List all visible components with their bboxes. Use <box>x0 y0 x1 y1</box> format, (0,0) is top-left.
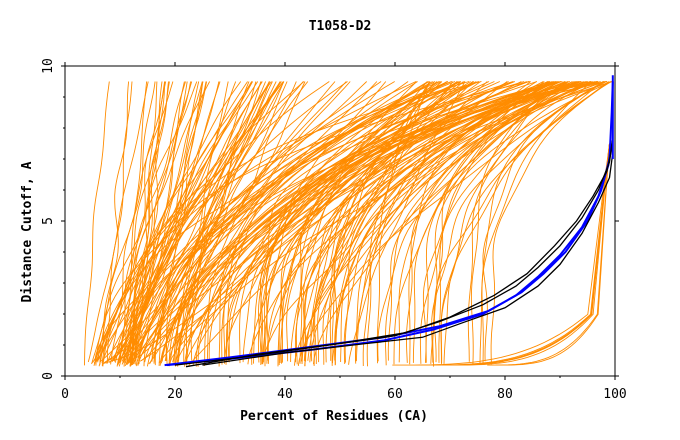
model-curve <box>174 81 257 366</box>
model-curve <box>290 81 562 363</box>
x-tick-label: 0 <box>61 387 69 402</box>
model-curve <box>131 81 170 366</box>
model-curve <box>183 81 571 363</box>
x-tick-label: 60 <box>387 387 403 402</box>
model-curve <box>93 81 248 366</box>
model-curve <box>149 81 204 364</box>
model-curve <box>281 81 458 363</box>
model-curve <box>184 81 566 367</box>
y-tick-label: 10 <box>41 58 56 74</box>
model-curve <box>121 81 192 365</box>
model-curve <box>197 81 613 367</box>
model-curve <box>355 81 537 364</box>
model-curve <box>362 81 577 367</box>
model-curve <box>419 143 610 366</box>
model-curve <box>126 81 271 365</box>
model-curve <box>412 81 569 363</box>
model-curve <box>445 143 610 366</box>
x-tick-label: 20 <box>167 387 183 402</box>
model-curves-bundle <box>84 81 613 367</box>
model-curve <box>128 81 267 363</box>
model-curve <box>329 81 443 361</box>
model-curve <box>297 81 605 366</box>
model-curve <box>263 81 582 363</box>
model-curve <box>148 81 288 365</box>
model-curve <box>165 81 525 362</box>
model-curve <box>168 81 591 365</box>
model-curve <box>96 81 271 362</box>
highlight-series <box>164 75 614 368</box>
model-curve <box>99 81 466 365</box>
model-curve <box>168 81 516 367</box>
axis-ticks: 0 20 40 60 80 100 0 5 10 <box>41 58 627 402</box>
model-curve <box>239 81 607 364</box>
highlight-series-line <box>202 152 614 366</box>
model-curve <box>344 81 509 363</box>
model-curve <box>169 81 336 365</box>
model-curve <box>98 81 130 367</box>
model-curve <box>168 81 448 362</box>
model-curve <box>117 81 263 366</box>
model-curve <box>481 81 607 365</box>
model-curve <box>419 81 565 364</box>
model-curve <box>84 81 110 366</box>
x-axis-label: Percent of Residues (CA) <box>240 409 428 424</box>
model-curve <box>93 81 167 364</box>
model-curve <box>294 81 559 363</box>
highlight-series-line <box>185 146 613 368</box>
x-tick-label: 40 <box>277 387 293 402</box>
model-curve <box>135 81 348 361</box>
model-curve <box>129 81 263 367</box>
model-curve <box>172 81 262 363</box>
model-curve <box>130 81 166 366</box>
model-curve <box>114 81 284 363</box>
model-curve <box>95 81 417 366</box>
model-curve <box>312 81 569 365</box>
model-curve <box>266 81 462 364</box>
y-tick-label: 0 <box>41 372 56 380</box>
model-curve <box>277 81 555 367</box>
model-curve <box>348 81 466 365</box>
model-curve <box>137 81 409 361</box>
model-curve <box>117 81 474 365</box>
model-curve <box>487 143 610 366</box>
model-curve <box>300 81 454 362</box>
model-curve <box>261 81 550 364</box>
model-curve <box>490 81 611 365</box>
model-curve <box>129 81 530 365</box>
model-curve <box>221 81 480 365</box>
model-curve <box>440 81 557 364</box>
model-curve <box>408 81 552 365</box>
model-curve <box>331 81 575 366</box>
model-curve <box>103 81 285 364</box>
model-curve <box>106 81 330 362</box>
y-axis-label: Distance Cutoff, A <box>20 161 35 302</box>
model-curve <box>422 81 613 363</box>
model-curve <box>175 81 569 367</box>
model-curve <box>299 81 440 364</box>
x-tick-label: 80 <box>497 387 513 402</box>
model-curve <box>114 81 259 362</box>
model-curve <box>242 81 475 363</box>
model-curve <box>111 81 270 362</box>
model-curve <box>384 81 596 366</box>
model-curve <box>304 81 488 367</box>
model-curve <box>253 81 430 364</box>
model-curve <box>123 81 148 367</box>
model-curve <box>195 81 479 367</box>
model-curve <box>123 81 253 364</box>
x-tick-label: 100 <box>603 387 626 402</box>
model-curve <box>101 81 253 364</box>
model-curve <box>247 81 554 365</box>
y-tick-label: 5 <box>41 217 56 225</box>
model-curve <box>433 81 551 363</box>
model-curve <box>166 81 452 365</box>
model-curve <box>87 81 149 363</box>
model-curve <box>138 81 418 364</box>
chart-title: T1058-D2 <box>309 19 372 34</box>
model-curve <box>334 81 544 361</box>
